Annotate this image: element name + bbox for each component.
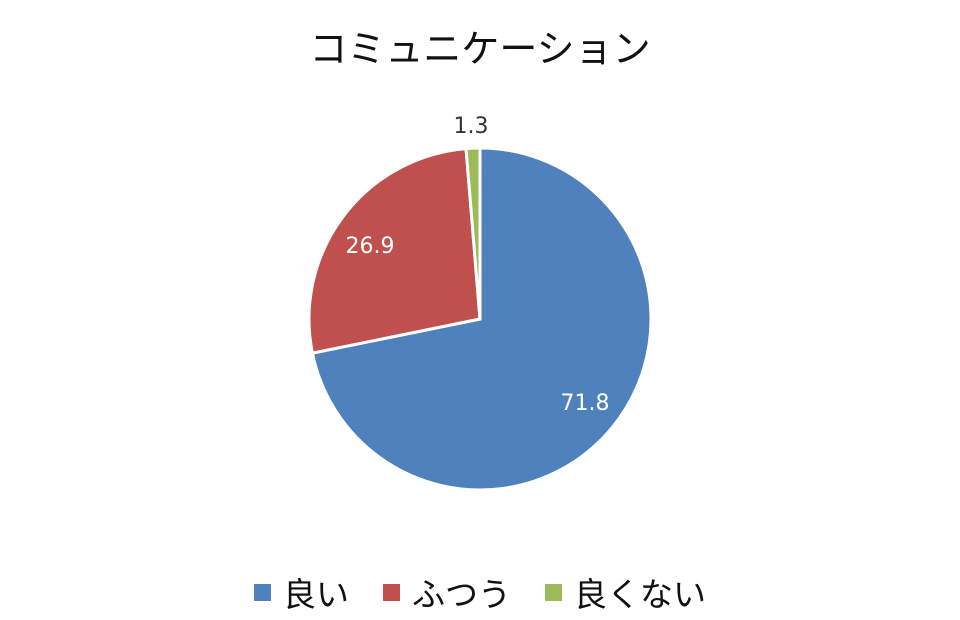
legend: 良い ふつう 良くない bbox=[0, 568, 960, 616]
legend-item: ふつう bbox=[383, 568, 511, 616]
data-label: 71.8 bbox=[561, 391, 610, 416]
legend-label: 良い bbox=[283, 575, 349, 614]
chart-title: コミュニケーション bbox=[309, 27, 651, 71]
legend-swatch bbox=[383, 583, 400, 601]
legend-item: 良い bbox=[254, 568, 349, 616]
legend-swatch bbox=[545, 583, 562, 601]
legend-label: ふつう bbox=[412, 575, 511, 614]
data-label: 26.9 bbox=[346, 234, 395, 259]
legend-item: 良くない bbox=[545, 568, 706, 616]
legend-swatch bbox=[254, 583, 271, 601]
data-label: 1.3 bbox=[454, 114, 489, 139]
legend-label: 良くない bbox=[574, 575, 706, 614]
pie-slice bbox=[307, 146, 482, 355]
pie-slice bbox=[464, 146, 482, 320]
pie-slice bbox=[310, 146, 653, 492]
